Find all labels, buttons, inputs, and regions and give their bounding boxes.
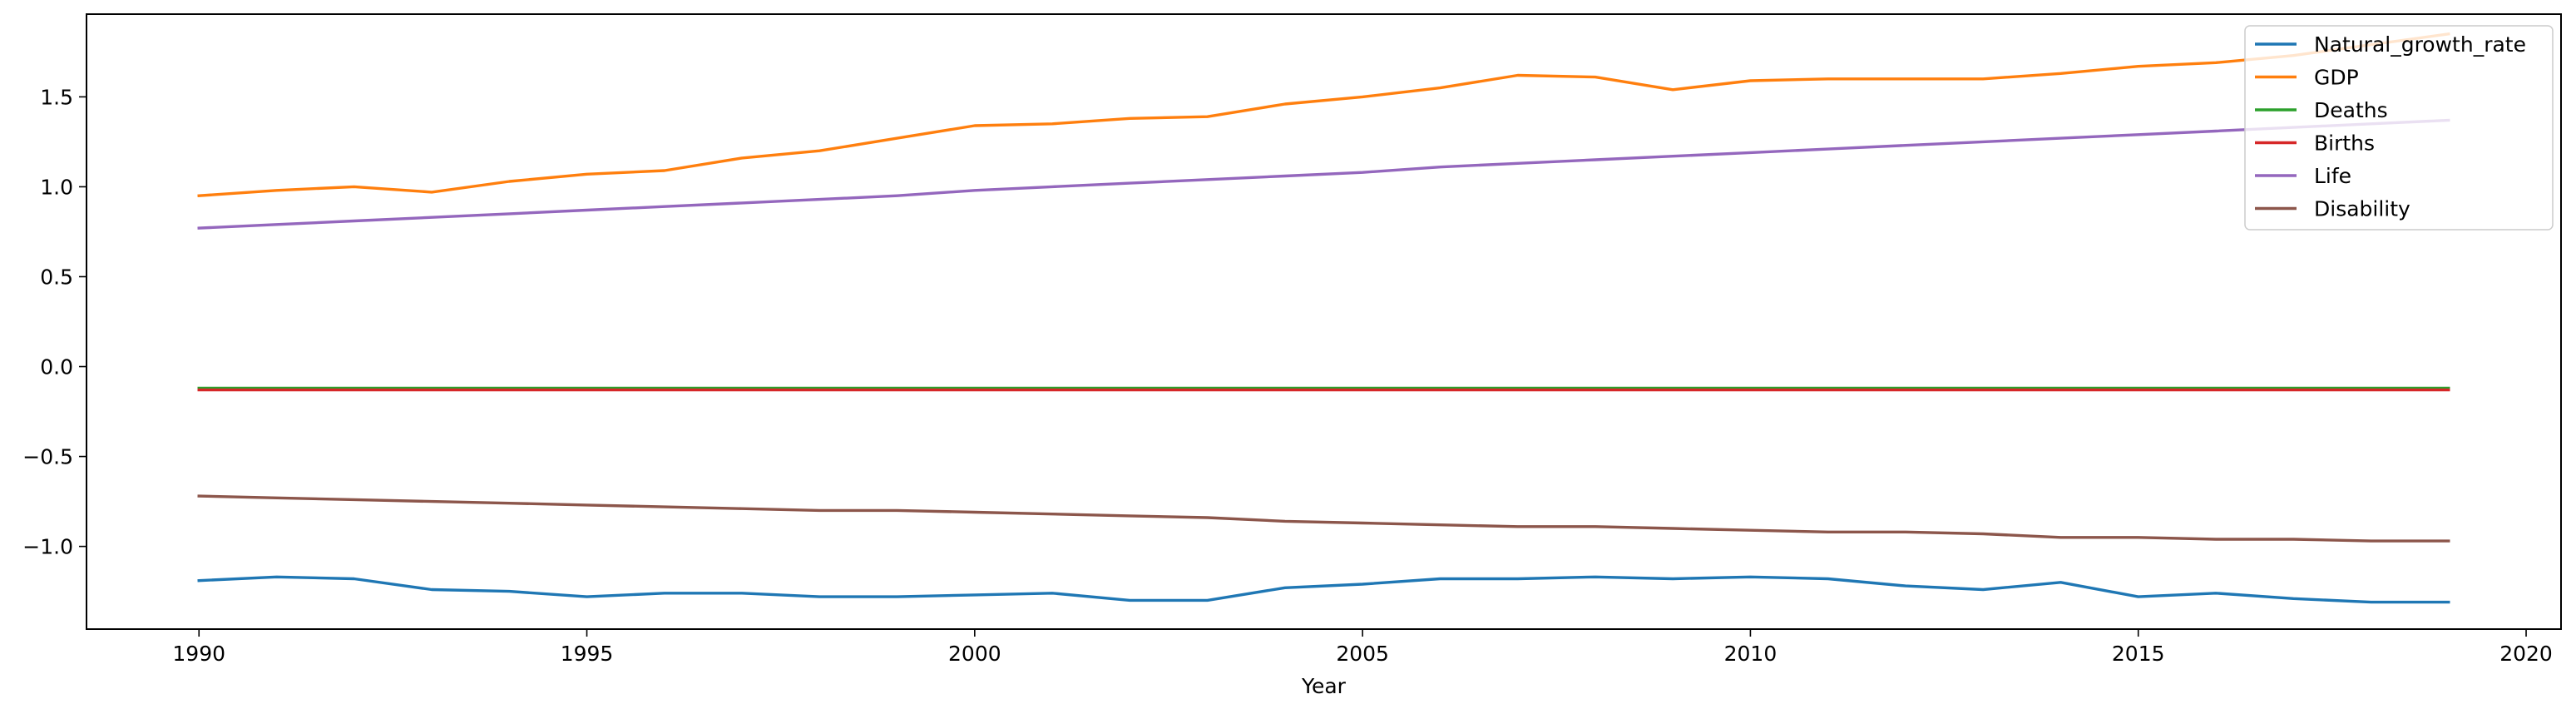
series-line-disability [197,494,2450,543]
x-axis-label: Year [1301,674,1347,698]
y-tick-label: 1.0 [40,175,73,199]
x-tick-label: 2005 [1336,642,1389,666]
legend-label-births: Births [2314,131,2375,156]
series-line-natural-growth-rate [197,575,2450,604]
legend-label-disability: Disability [2314,197,2410,221]
legend-label-gdp: GDP [2314,66,2359,90]
y-tick-label: 0.0 [40,355,73,379]
legend-box [2244,25,2554,231]
x-tick-label: 1990 [172,642,225,666]
series-line-gdp [197,32,2450,198]
x-tick-label: 2015 [2112,642,2165,666]
axis-ticks: 1990 1995 2000 2005 2010 2015 2020 −1.0 −0.5 0.0 0… [22,85,2553,666]
x-tick-label: 2010 [1724,642,1777,666]
y-tick-label: −1.0 [22,535,73,559]
legend: Natural_growth_rate GDP Deaths Births Life Di… [2244,25,2554,231]
y-tick-label: −0.5 [22,445,73,469]
y-tick-label: 1.5 [40,85,73,109]
axes-frame [86,13,2562,630]
plot-lines [197,32,2450,604]
legend-label-deaths: Deaths [2314,98,2388,122]
x-tick-label: 2020 [2499,642,2553,666]
legend-label-natural-growth-rate: Natural_growth_rate [2314,32,2526,57]
x-tick-label: 1995 [561,642,614,666]
x-tick-label: 2000 [948,642,1001,666]
series-line-life [197,118,2450,230]
y-tick-label: 0.5 [40,265,73,289]
legend-label-life: Life [2314,164,2351,188]
